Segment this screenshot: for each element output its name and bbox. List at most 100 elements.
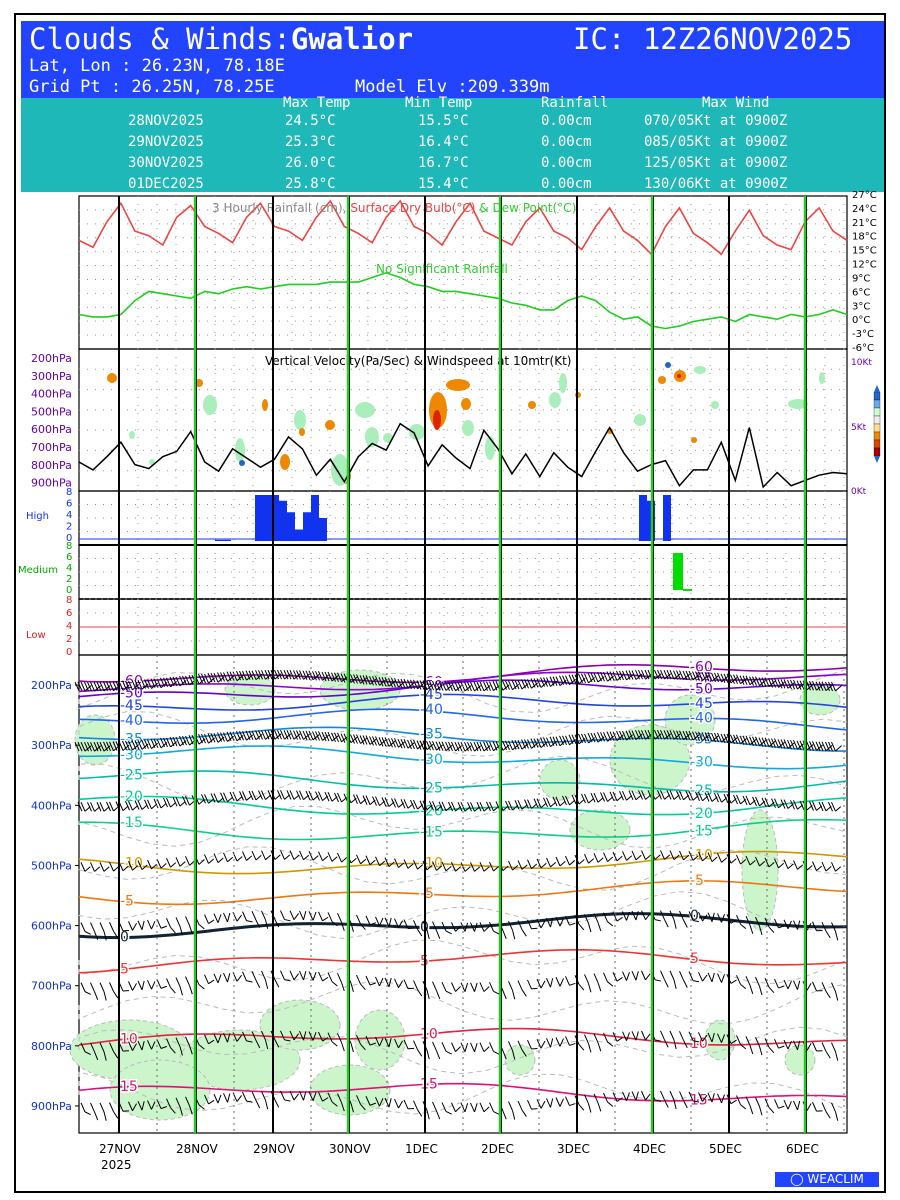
wind-barb — [584, 914, 592, 933]
summary-min-cell: 15.5°C — [418, 113, 469, 129]
summary-rain-cell: 0.00cm — [541, 134, 592, 150]
wind-barb — [654, 669, 671, 680]
barb-flag — [460, 922, 466, 932]
barb-flag — [400, 799, 406, 809]
barb-shaft — [749, 925, 754, 934]
barb-flag — [619, 670, 624, 681]
barb-shaft — [369, 922, 377, 926]
isotherm-label: 0 — [690, 908, 699, 924]
barb-flag — [597, 671, 602, 682]
x-tick-label: 27NOV — [99, 1142, 141, 1156]
barb-flag — [134, 800, 140, 810]
barb-shaft — [835, 745, 842, 752]
barb-flag — [223, 912, 228, 923]
barb-shaft — [702, 855, 709, 862]
barb-shaft — [759, 986, 763, 996]
barb-shaft — [388, 861, 395, 868]
wind-barb — [489, 1042, 500, 1055]
barb-shaft — [616, 1037, 623, 1042]
barb-flag — [188, 674, 194, 685]
barb-flag — [669, 850, 675, 860]
barb-flag — [251, 670, 257, 680]
model-elevation: Model Elv :209.339m — [355, 77, 550, 97]
isotherm-label: -40 — [420, 702, 443, 718]
barb-flag — [384, 857, 390, 867]
barb-shaft — [141, 1101, 145, 1111]
barb-shaft — [436, 865, 443, 871]
barb-shaft — [236, 1035, 243, 1042]
wind-barb — [207, 673, 225, 683]
barb-shaft — [246, 855, 253, 861]
wind-barb — [600, 792, 614, 802]
wind-barb — [435, 741, 453, 752]
high-cloud-bar — [223, 539, 231, 541]
barb-flag — [87, 681, 92, 692]
wind-barb — [308, 971, 317, 981]
barb-shaft — [170, 802, 177, 808]
barb-shaft — [740, 859, 747, 865]
barb-flag — [533, 738, 539, 748]
barb-flag — [565, 1036, 570, 1046]
barb-flag — [473, 681, 479, 692]
barb-flag — [638, 730, 643, 740]
barb-shaft — [369, 1042, 377, 1046]
barb-shaft — [787, 863, 794, 870]
barb-flag — [166, 1098, 171, 1108]
barb-shaft — [569, 922, 576, 926]
barb-flag — [305, 730, 311, 741]
wind-barb — [527, 1039, 538, 1050]
barb-flag — [555, 676, 561, 686]
barb-shaft — [740, 1104, 747, 1110]
barb-flag — [416, 740, 422, 750]
barb-shaft — [369, 1102, 377, 1106]
barb-flag — [356, 914, 361, 925]
barb-shaft — [170, 1047, 176, 1054]
wind-barb — [717, 853, 728, 863]
isotherm-label: -10 — [690, 848, 713, 864]
wind-barb — [635, 670, 652, 680]
barb-flag — [261, 850, 266, 860]
barb-flag — [831, 862, 836, 872]
summary-max-cell: 26.0°C — [285, 155, 336, 171]
barb-flag — [787, 739, 792, 750]
wind-barb — [109, 861, 120, 872]
wind-barb — [223, 912, 231, 923]
wind-barb — [125, 800, 139, 811]
wind-barb — [815, 681, 833, 692]
barb-flag — [112, 681, 118, 691]
barb-shaft — [284, 854, 291, 860]
barb-shaft — [749, 739, 757, 746]
wind-barb — [514, 800, 528, 810]
barb-flag — [337, 973, 342, 983]
barb-flag — [717, 1093, 722, 1104]
barb-shaft — [749, 1105, 754, 1115]
barb-shaft — [94, 685, 101, 692]
barb-flag — [93, 681, 99, 692]
barb-shaft — [379, 739, 386, 746]
barb-shaft — [711, 1093, 715, 1103]
barb-shaft — [493, 990, 500, 995]
barb-flag — [749, 736, 754, 746]
barb-flag — [125, 740, 130, 751]
barb-flag — [128, 740, 133, 751]
wind-barb — [394, 858, 405, 868]
wind-barb — [432, 1101, 441, 1120]
barb-flag — [394, 858, 399, 868]
vv-blob — [129, 431, 135, 439]
barb-flag — [752, 676, 757, 686]
barb-flag — [90, 681, 95, 692]
barb-shaft — [607, 1101, 614, 1107]
wind-barb — [831, 862, 842, 872]
barb-flag — [799, 800, 805, 811]
barb-flag — [818, 741, 824, 751]
barb-flag — [669, 970, 675, 981]
wind-barb — [821, 1102, 831, 1119]
barb-flag — [245, 730, 251, 740]
wind-barb — [603, 1092, 614, 1107]
barb-flag — [350, 674, 355, 684]
barb-flag — [289, 730, 295, 740]
wind-barb — [698, 1032, 708, 1042]
barb-flag — [144, 679, 149, 689]
barb-flag — [394, 978, 399, 989]
barb-shaft — [588, 858, 595, 864]
